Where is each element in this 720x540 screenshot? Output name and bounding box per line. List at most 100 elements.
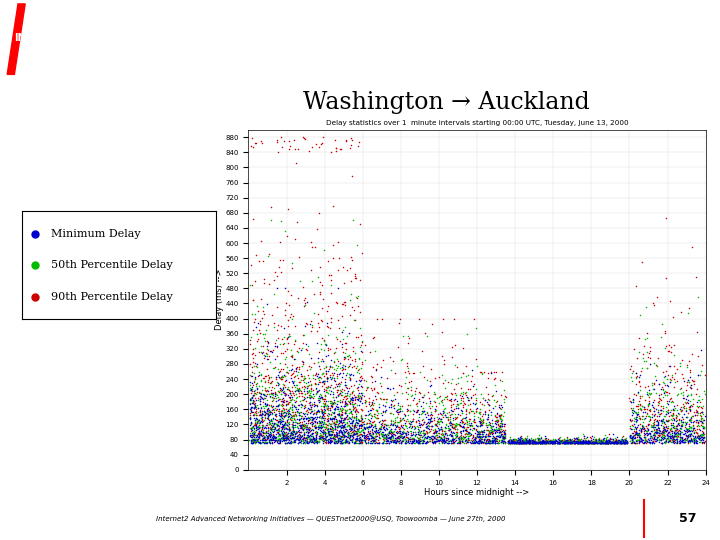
- Point: [430, 420, 441, 429]
- Point: [657, 421, 669, 430]
- Point: [415, 434, 426, 443]
- Point: [361, 382, 373, 391]
- Point: [658, 431, 670, 440]
- Point: [330, 402, 341, 410]
- Point: [255, 438, 266, 447]
- Point: [420, 438, 431, 447]
- Point: [292, 401, 304, 409]
- Point: [489, 426, 500, 435]
- Point: [326, 373, 338, 382]
- Point: [279, 424, 290, 433]
- Point: [534, 438, 545, 447]
- Point: [454, 422, 466, 430]
- Point: [410, 438, 421, 447]
- Point: [253, 416, 264, 424]
- Point: [638, 412, 649, 421]
- Point: [252, 395, 264, 404]
- Point: [600, 438, 611, 447]
- Point: [644, 343, 656, 352]
- Point: [458, 424, 469, 433]
- Point: [392, 436, 404, 445]
- Point: [462, 330, 473, 339]
- Point: [668, 406, 680, 415]
- Point: [630, 439, 642, 448]
- Point: [279, 408, 291, 416]
- Point: [537, 438, 549, 447]
- Point: [256, 421, 268, 429]
- Point: [457, 433, 469, 441]
- Point: [267, 424, 279, 433]
- Point: [546, 437, 558, 446]
- Point: [483, 432, 495, 441]
- Point: [381, 432, 392, 441]
- Point: [656, 406, 667, 415]
- Point: [325, 431, 337, 440]
- Point: [336, 391, 348, 400]
- Point: [480, 436, 491, 445]
- Point: [688, 438, 700, 447]
- Point: [523, 439, 535, 448]
- Point: [311, 413, 323, 421]
- Point: [447, 414, 459, 422]
- Point: [611, 438, 622, 447]
- Point: [403, 423, 415, 431]
- Point: [468, 411, 480, 420]
- Point: [248, 423, 260, 432]
- Point: [357, 419, 369, 428]
- Point: [644, 421, 656, 430]
- Point: [354, 355, 365, 363]
- Point: [613, 438, 624, 447]
- Point: [323, 406, 334, 415]
- Point: [617, 437, 629, 445]
- Point: [626, 411, 637, 420]
- Point: [285, 391, 297, 400]
- Point: [676, 418, 688, 427]
- Point: [514, 439, 526, 448]
- Point: [573, 437, 585, 446]
- Point: [266, 410, 278, 418]
- Point: [318, 437, 329, 445]
- Point: [269, 427, 280, 435]
- Point: [688, 434, 700, 442]
- Point: [660, 367, 672, 375]
- Point: [311, 437, 323, 446]
- Point: [667, 423, 679, 432]
- Point: [555, 436, 567, 444]
- Point: [315, 316, 327, 325]
- Point: [265, 435, 276, 444]
- Point: [354, 421, 366, 429]
- Point: [498, 432, 509, 441]
- Point: [251, 436, 262, 444]
- Point: [300, 394, 311, 402]
- Point: [257, 329, 269, 338]
- Point: [283, 386, 294, 395]
- Point: [322, 367, 333, 375]
- Point: [329, 422, 341, 430]
- Point: [603, 438, 614, 447]
- Point: [299, 384, 310, 393]
- Point: [382, 434, 394, 442]
- Point: [683, 430, 695, 438]
- Point: [246, 433, 258, 442]
- Point: [498, 437, 510, 445]
- Point: [423, 436, 435, 445]
- Point: [245, 396, 256, 405]
- Point: [514, 436, 526, 444]
- Point: [469, 418, 480, 427]
- Point: [509, 438, 521, 447]
- Point: [693, 434, 705, 443]
- Point: [598, 439, 610, 448]
- Point: [248, 430, 259, 438]
- Point: [447, 435, 459, 443]
- Text: Transoceanic Congestion: Transoceanic Congestion: [137, 25, 547, 53]
- Point: [415, 433, 427, 441]
- Point: [600, 439, 611, 448]
- Point: [580, 437, 591, 445]
- Point: [286, 407, 297, 416]
- Point: [271, 342, 283, 351]
- Point: [498, 436, 509, 445]
- Point: [564, 437, 576, 446]
- Point: [329, 136, 341, 144]
- Point: [395, 355, 407, 364]
- Point: [603, 438, 614, 447]
